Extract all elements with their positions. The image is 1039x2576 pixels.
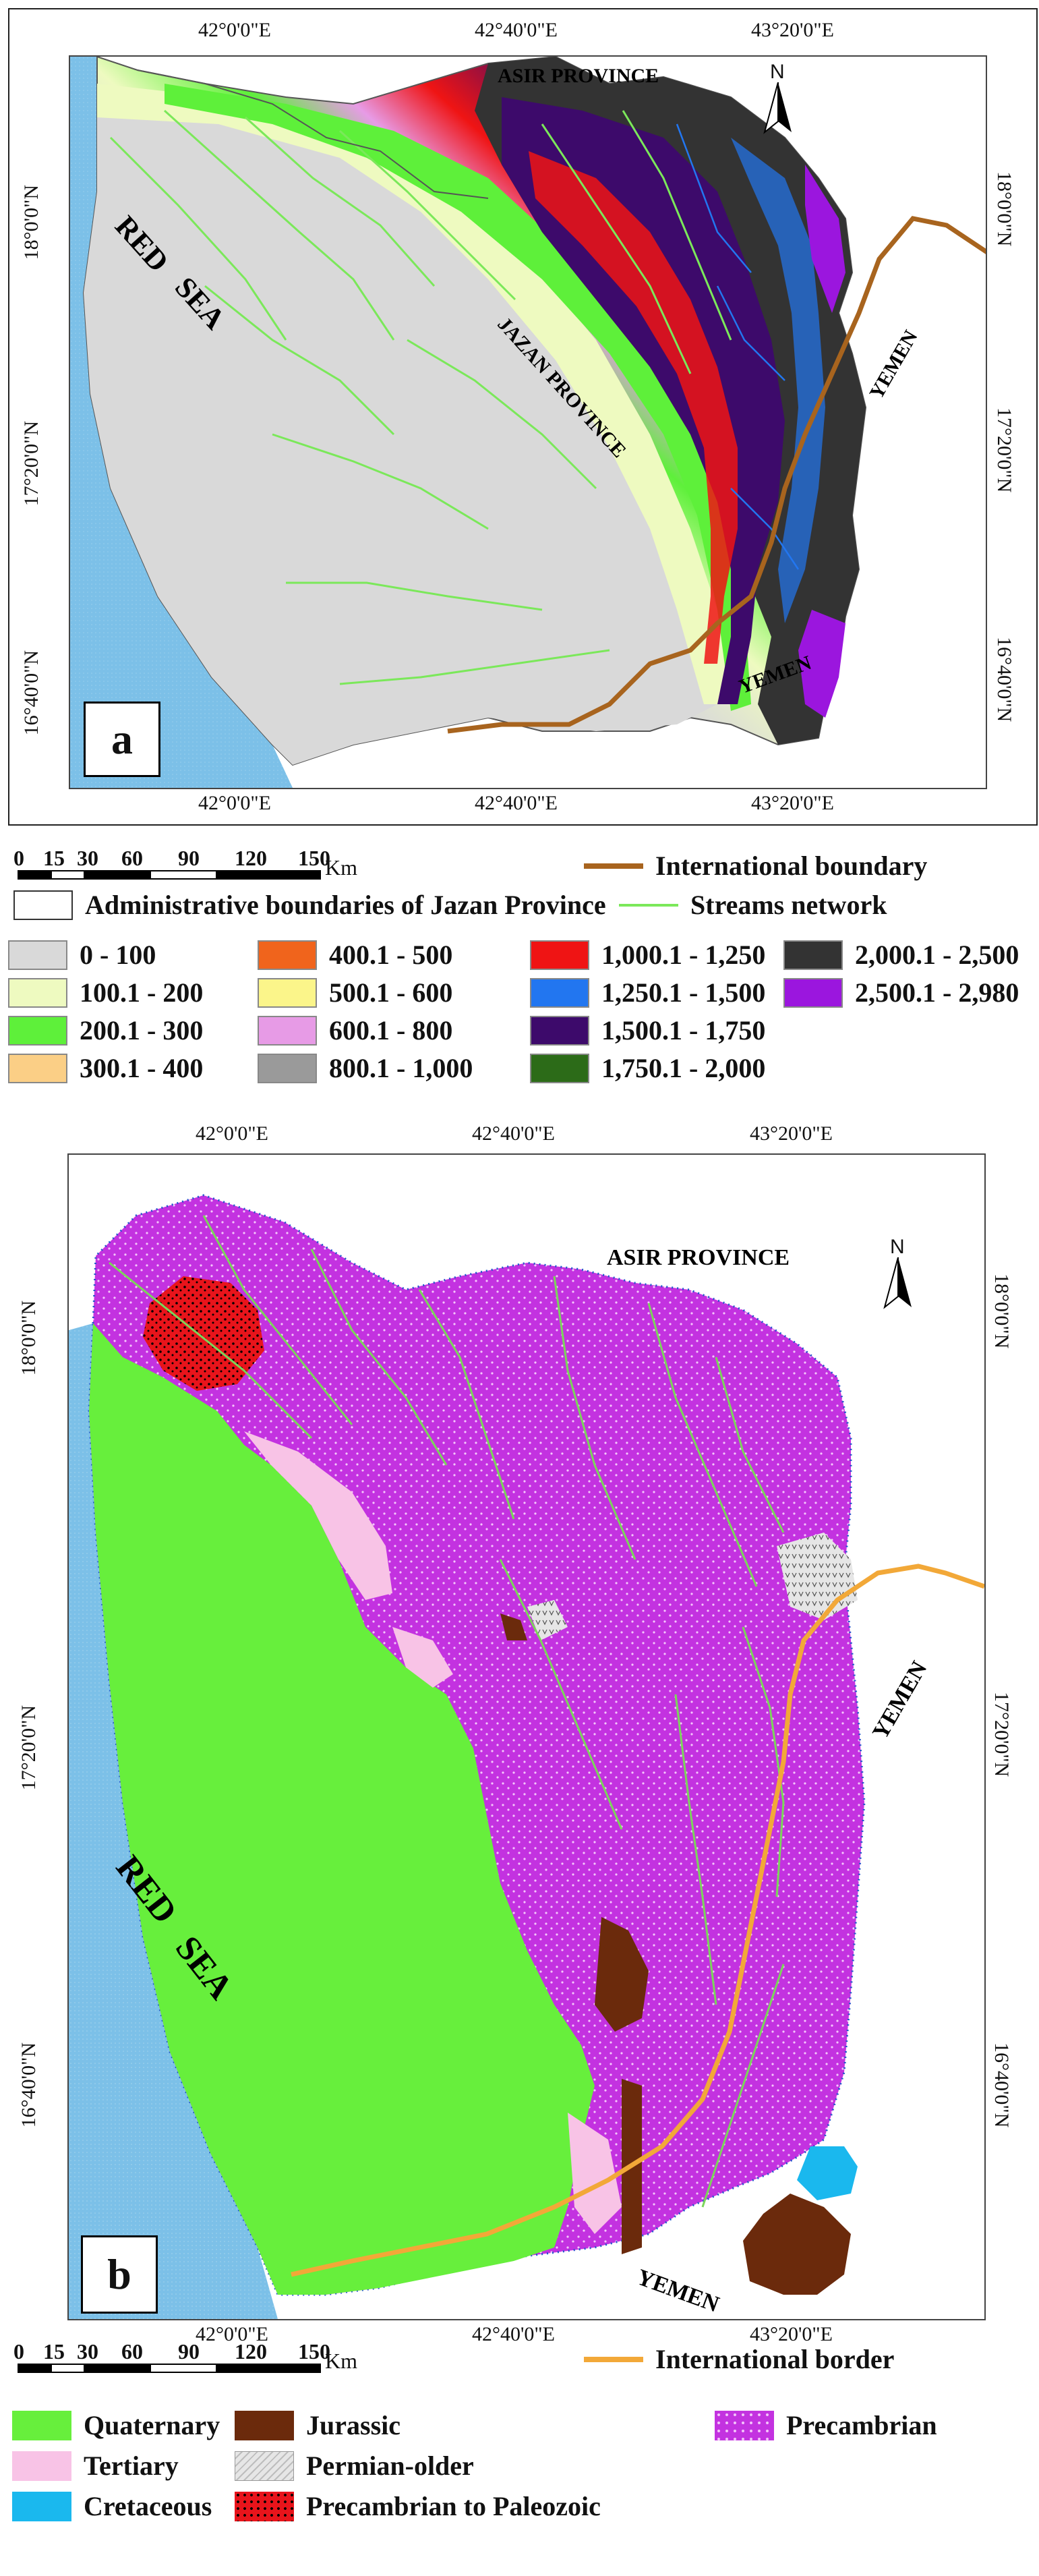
- map-b-right-tick: 17°20'0"N: [990, 1692, 1013, 1777]
- map-b-left-tick: 17°20'0"N: [18, 1705, 40, 1791]
- map-b-canvas: ASIR PROVINCE RED SEA YEMEN YEMEN N b: [67, 1153, 986, 2320]
- legend-elev-class: 300.1 - 400: [8, 1052, 203, 1084]
- legend-elev-class: 500.1 - 600: [258, 977, 452, 1008]
- map-a-frame: 42°0'0"E 42°40'0"E 43°20'0"E 42°0'0"E 42…: [8, 8, 1038, 826]
- map-b-frame: 42°0'0"E 42°40'0"E 43°20'0"E 42°0'0"E 42…: [8, 1112, 1038, 2345]
- asir-province-label: ASIR PROVINCE: [498, 65, 659, 87]
- scale-tick: 0: [13, 846, 24, 870]
- legend-admin-boundaries: Administrative boundaries of Jazan Provi…: [13, 889, 606, 921]
- scale-tick: 150: [298, 2339, 330, 2364]
- legend-geo-class: Cretaceous: [12, 2490, 212, 2522]
- scale-tick: 0: [13, 2339, 24, 2364]
- map-a-bottom-tick: 42°40'0"E: [475, 792, 558, 814]
- scale-tick: 60: [121, 2339, 143, 2364]
- stream-network: [109, 109, 732, 685]
- jurassic-area: [595, 1917, 649, 2032]
- map-b-bottom-tick: 43°20'0"E: [750, 2323, 833, 2345]
- legend-geo-class: Permian-older: [235, 2450, 474, 2482]
- legend-geo-class: Precambrian to Paleozoic: [235, 2490, 601, 2522]
- map-a-top-tick: 42°40'0"E: [475, 19, 558, 41]
- tertiary-area: [244, 1431, 392, 1600]
- legend-elev-class: 1,750.1 - 2,000: [530, 1052, 765, 1084]
- scale-tick: 15: [43, 846, 65, 870]
- map-a-top-tick: 42°0'0"E: [198, 19, 271, 41]
- map-a-right-tick: 18°0'0"N: [993, 171, 1015, 247]
- map-a-right-tick: 16°40'0"N: [993, 637, 1015, 722]
- map-a-bottom-tick: 43°20'0"E: [751, 792, 834, 814]
- map-a-left-tick: 17°20'0"N: [20, 421, 42, 507]
- map-b-right-tick: 16°40'0"N: [990, 2042, 1013, 2128]
- map-a-right-tick: 17°20'0"N: [993, 407, 1015, 493]
- cretaceous-area: [797, 2146, 858, 2200]
- scale-tick: 120: [235, 846, 267, 870]
- scale-tick: 30: [77, 846, 98, 870]
- elevation-map: [70, 57, 986, 788]
- legend-elev-class: 800.1 - 1,000: [258, 1052, 473, 1084]
- scale-bar-b: 0 15 30 60 90 120 150 Km: [13, 2339, 566, 2380]
- scale-tick: 120: [235, 2339, 267, 2364]
- map-b-bottom-tick: 42°40'0"E: [472, 2323, 555, 2345]
- legend-elev-class: 600.1 - 800: [258, 1014, 452, 1046]
- north-label: N: [890, 1236, 905, 1258]
- legend-elev-class: 1,000.1 - 1,250: [530, 939, 765, 971]
- quaternary-area: [89, 1323, 595, 2295]
- legend-streams: Streams network: [619, 889, 887, 921]
- international-border-line: [291, 1564, 984, 2277]
- north-arrow-icon: N: [758, 61, 798, 135]
- map-b-panel-label: b: [81, 2235, 158, 2314]
- map-b-bottom-tick: 42°0'0"E: [196, 2323, 268, 2345]
- map-b-top-tick: 42°0'0"E: [196, 1122, 268, 1145]
- scale-tick: 90: [178, 2339, 200, 2364]
- asir-province-label: ASIR PROVINCE: [607, 1245, 790, 1270]
- legend-international-border: International border: [584, 2343, 894, 2375]
- scale-tick: 30: [77, 2339, 98, 2364]
- legend-geo-class: Tertiary: [12, 2450, 179, 2482]
- legend-elev-class: 1,250.1 - 1,500: [530, 977, 765, 1008]
- legend-elev-class: 2,000.1 - 2,500: [783, 939, 1019, 971]
- map-b-right-tick: 18°0'0"N: [990, 1273, 1013, 1349]
- scale-tick: 60: [121, 846, 143, 870]
- scale-unit: Km: [325, 855, 357, 880]
- legend-geo-class: Precambrian: [715, 2409, 937, 2441]
- international-boundary-line: [447, 216, 986, 734]
- map-a-left-tick: 16°40'0"N: [20, 650, 42, 736]
- map-a-canvas: ASIR PROVINCE JAZAN PROVINCE RED SEA YEM…: [69, 55, 987, 789]
- stream-network: [109, 1215, 785, 2208]
- geology-map: [69, 1155, 984, 2319]
- scale-unit: Km: [325, 2349, 357, 2373]
- red-sea-area: [69, 1155, 278, 2319]
- north-arrow-icon: N: [878, 1236, 918, 1310]
- scale-bar-a: 0 15 30 60 90 120 150 Km: [13, 846, 566, 886]
- legend-elev-class: 100.1 - 200: [8, 977, 203, 1008]
- map-b-top-tick: 43°20'0"E: [750, 1122, 833, 1145]
- scale-tick: 90: [178, 846, 200, 870]
- map-b-top-tick: 42°40'0"E: [472, 1122, 555, 1145]
- map-b-left-tick: 18°0'0"N: [18, 1300, 40, 1376]
- legend-elev-class: 0 - 100: [8, 939, 156, 971]
- scale-bar-graphic: [18, 2364, 321, 2373]
- legend-elev-class: 1,500.1 - 1,750: [530, 1014, 765, 1046]
- legend-elev-class: 200.1 - 300: [8, 1014, 203, 1046]
- red-sea-area: [70, 57, 293, 788]
- map-a-top-tick: 43°20'0"E: [751, 19, 834, 41]
- map-b-left-tick: 16°40'0"N: [18, 2042, 40, 2128]
- scale-bar-graphic: [18, 870, 321, 880]
- map-a-left-tick: 18°0'0"N: [20, 185, 42, 260]
- legend-geo-class: Jurassic: [235, 2409, 400, 2441]
- legend-elev-class: 2,500.1 - 2,980: [783, 977, 1019, 1008]
- legend-elev-class: 400.1 - 500: [258, 939, 452, 971]
- map-a-bottom-tick: 42°0'0"E: [198, 792, 271, 814]
- north-label: N: [770, 61, 785, 83]
- map-a-panel-label: a: [84, 702, 160, 777]
- scale-tick: 150: [298, 846, 330, 870]
- legend-international-boundary: International boundary: [584, 850, 927, 882]
- scale-tick: 15: [43, 2339, 65, 2364]
- legend-geo-class: Quaternary: [12, 2409, 220, 2441]
